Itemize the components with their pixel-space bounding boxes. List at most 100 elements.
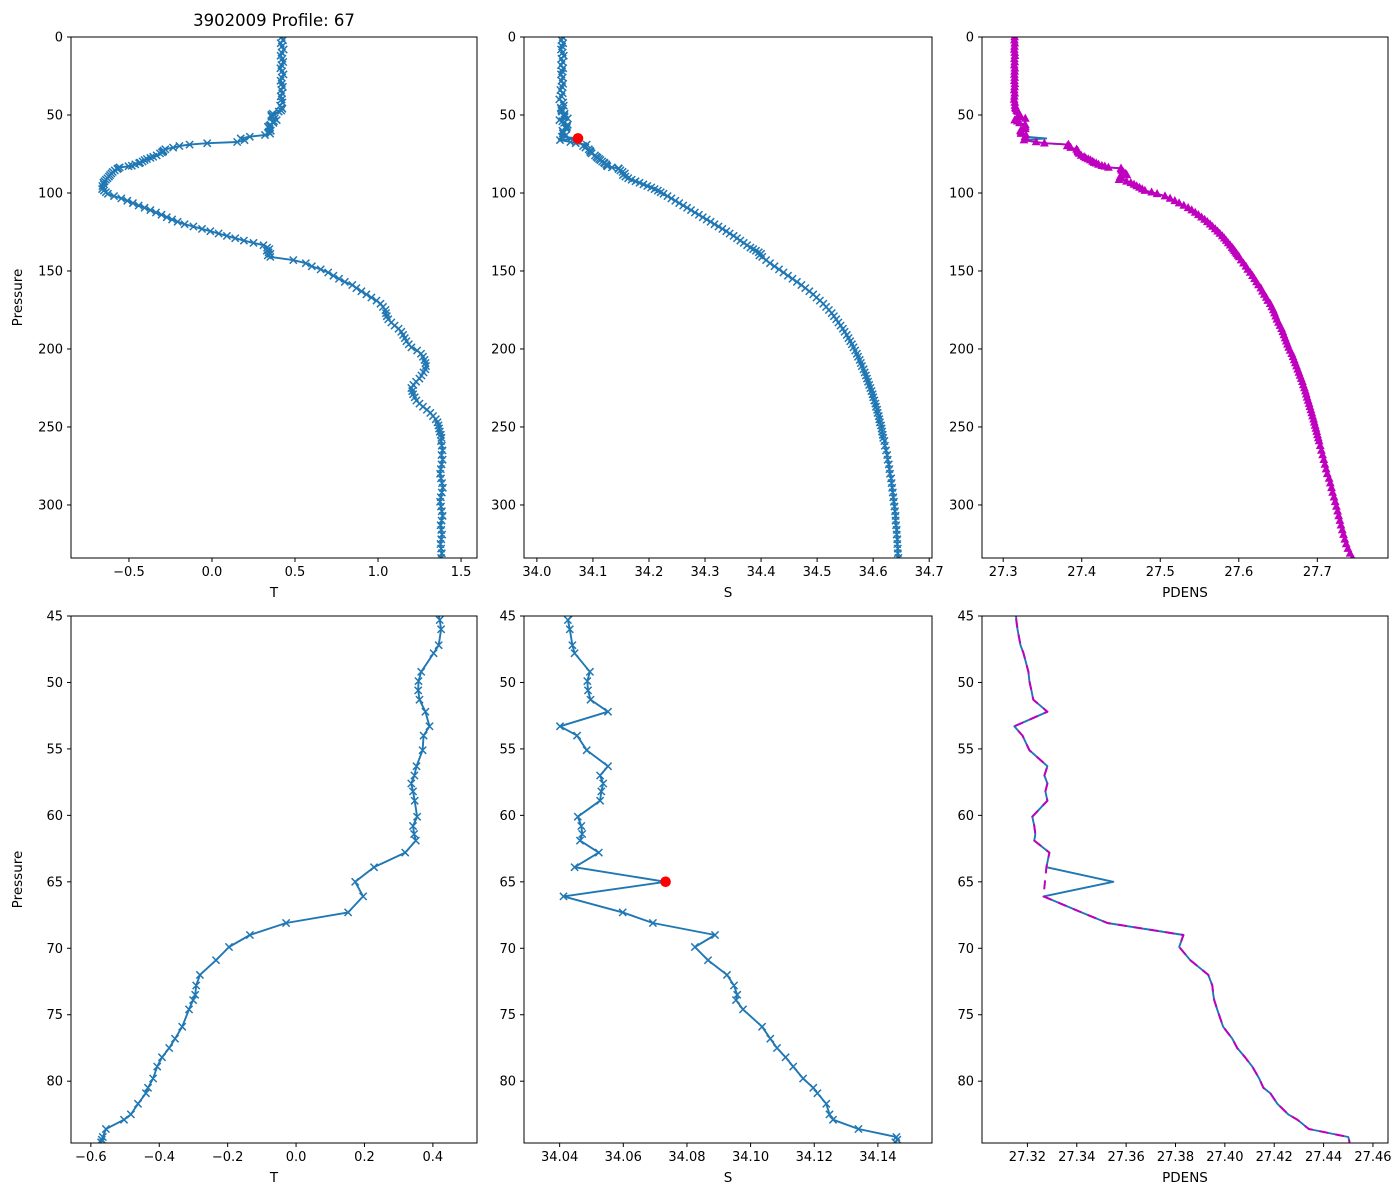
x-tick-label: 34.14 — [859, 1150, 896, 1165]
pressure-axis-label: Pressure — [10, 851, 26, 909]
x-tick-label: 27.36 — [1108, 1150, 1145, 1165]
y-tick-label: 60 — [499, 809, 516, 824]
y-tick-label: 50 — [499, 676, 516, 691]
x-tick-label: 0.0 — [286, 1150, 307, 1165]
x-tick-label: 27.4 — [1067, 565, 1096, 580]
y-tick-label: 50 — [46, 108, 63, 123]
y-tick-label: 300 — [491, 498, 516, 513]
x-tick-label: 34.12 — [796, 1150, 833, 1165]
s-profile-line — [559, 616, 899, 1143]
x-tick-label: 34.10 — [732, 1150, 769, 1165]
y-tick-label: 300 — [38, 498, 63, 513]
salinity-full-axes-box — [523, 36, 933, 559]
x-tick-label: 27.7 — [1303, 565, 1332, 580]
s-x-markers — [555, 37, 903, 558]
y-tick-label: 45 — [46, 610, 63, 625]
y-tick-label: 45 — [957, 610, 974, 625]
pdens-full-axes-box — [981, 36, 1389, 559]
x-tick-label: 27.6 — [1224, 565, 1253, 580]
x-tick-label: −0.2 — [212, 1150, 244, 1165]
y-tick-label: 150 — [949, 264, 974, 279]
y-tick-label: 150 — [491, 264, 516, 279]
y-tick-label: 200 — [38, 342, 63, 357]
y-tick-label: 65 — [46, 875, 63, 890]
x-tick-label: 27.3 — [989, 565, 1018, 580]
y-tick-label: 45 — [499, 610, 516, 625]
pdens-despiked-line — [1013, 37, 1354, 558]
x-tick-label: 27.38 — [1157, 1150, 1194, 1165]
salinity-zoom-xaxis-label: S — [724, 1170, 733, 1186]
panel-salinity-zoom: 34.04 34.06 34.08 34.10 34.12 34.14 45 50 55 60 65… — [499, 610, 933, 1186]
x-tick-label: 1.0 — [368, 565, 389, 580]
y-tick-label: 250 — [491, 420, 516, 435]
temperature-zoom-plot-area — [96, 616, 446, 1143]
x-tick-label: 27.5 — [1146, 565, 1175, 580]
y-tick-label: 75 — [46, 1008, 63, 1023]
salinity-zoom-plot-area — [555, 616, 902, 1143]
y-tick-label: 75 — [957, 1008, 974, 1023]
x-tick-label: 0.2 — [354, 1150, 375, 1165]
y-tick-label: 0 — [508, 31, 516, 46]
y-tick-label: 65 — [499, 875, 516, 890]
y-tick-label: 250 — [38, 420, 63, 435]
y-tick-label: 80 — [46, 1075, 63, 1090]
pdens-raw-line — [1013, 37, 1354, 558]
flagged-salinity-point — [660, 876, 671, 888]
y-tick-label: 75 — [499, 1008, 516, 1023]
pdens-full-plot-area — [1009, 37, 1356, 558]
x-tick-label: 34.0 — [522, 565, 551, 580]
x-tick-label: 27.46 — [1354, 1150, 1391, 1165]
y-tick-label: 55 — [499, 742, 516, 757]
y-tick-label: 100 — [949, 186, 974, 201]
pdens-raw-line — [1013, 616, 1351, 1143]
y-tick-label: 70 — [46, 942, 63, 957]
y-tick-label: 200 — [949, 342, 974, 357]
x-tick-label: 1.5 — [451, 565, 472, 580]
x-tick-label: 34.6 — [859, 565, 888, 580]
pressure-axis-label: Pressure — [10, 269, 26, 327]
panel-pdens-zoom: 27.32 27.34 27.36 27.38 27.40 27.42 27.44 27.46… — [957, 610, 1391, 1187]
y-tick-label: 80 — [499, 1075, 516, 1090]
temperature-full-axes-box — [70, 36, 478, 559]
y-tick-label: 50 — [957, 676, 974, 691]
y-tick-label: 65 — [957, 875, 974, 890]
y-tick-label: 70 — [499, 942, 516, 957]
x-tick-label: 34.4 — [747, 565, 776, 580]
pdens-zoom-xaxis-label: PDENS — [1162, 1170, 1208, 1186]
y-tick-label: 70 — [957, 942, 974, 957]
x-tick-label: 34.1 — [578, 565, 607, 580]
flagged-salinity-point — [572, 133, 584, 144]
y-tick-label: 0 — [966, 31, 974, 46]
s-profile-line — [558, 37, 900, 558]
x-tick-label: 27.44 — [1305, 1150, 1342, 1165]
x-tick-label: 27.42 — [1256, 1150, 1293, 1165]
temperature-full-plot-area — [97, 37, 447, 558]
x-tick-label: 34.08 — [668, 1150, 705, 1165]
x-tick-label: 27.34 — [1058, 1150, 1095, 1165]
x-tick-label: 0.4 — [423, 1150, 444, 1165]
x-tick-label: 0.5 — [285, 565, 306, 580]
y-tick-label: 50 — [499, 108, 516, 123]
panel-salinity-full: 34.0 34.1 34.2 34.3 34.4 34.5 34.6 34.7 0 50 100 15… — [491, 31, 944, 602]
x-tick-label: 34.5 — [803, 565, 832, 580]
figure-title: 3902009 Profile: 67 — [193, 11, 355, 30]
salinity-full-xaxis-label: S — [724, 585, 733, 601]
y-tick-label: 250 — [949, 420, 974, 435]
pdens-despiked-dashed-line — [1013, 616, 1351, 1143]
y-tick-label: 55 — [957, 742, 974, 757]
y-tick-label: 80 — [957, 1075, 974, 1090]
x-tick-label: −0.4 — [143, 1150, 175, 1165]
pdens-zoom-axes-box — [981, 615, 1389, 1144]
temperature-zoom-xaxis-label: T — [269, 1170, 279, 1186]
y-tick-label: 55 — [46, 742, 63, 757]
y-tick-label: 60 — [46, 809, 63, 824]
pdens-triangle-markers — [1009, 37, 1356, 558]
panel-temperature-full: −0.5 0.0 0.5 1.0 1.5 0 50 100 150 200 250 300 T Press… — [10, 11, 478, 601]
y-tick-label: 60 — [957, 809, 974, 824]
x-tick-label: 27.32 — [1009, 1150, 1046, 1165]
panel-pdens-full: 27.3 27.4 27.5 27.6 27.7 0 50 100 150 200 250 300 PD… — [949, 31, 1389, 601]
x-tick-label: 34.06 — [605, 1150, 642, 1165]
y-tick-label: 0 — [55, 31, 63, 46]
x-tick-label: 34.7 — [915, 565, 944, 580]
x-tick-label: −0.5 — [113, 565, 145, 580]
